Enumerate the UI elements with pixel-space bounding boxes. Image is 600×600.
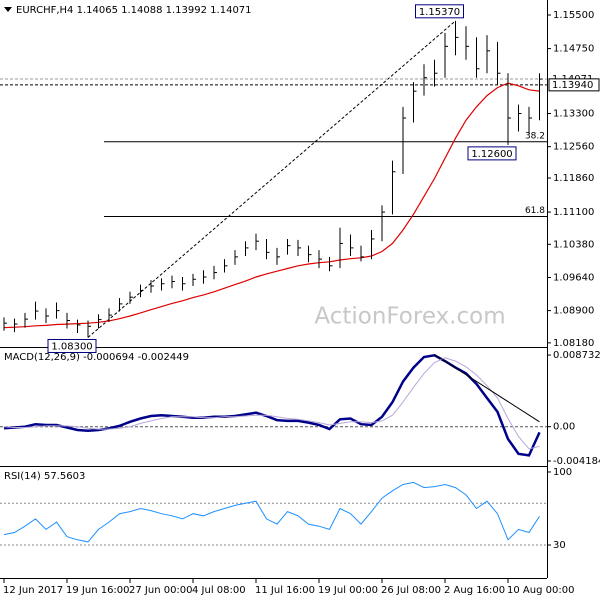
- annotation-box: [467, 146, 517, 161]
- y-tick-label: 100: [553, 467, 572, 478]
- panel-title: MACD(12,26,9) -0.000694 -0.002449: [4, 352, 189, 363]
- x-tick-label: 27 Jun 00:00: [129, 585, 193, 596]
- x-tick-label: 26 Jul 08:00: [381, 585, 441, 596]
- y-tick-label: 1.11100: [553, 207, 594, 218]
- panel-title: RSI(14) 57.5603: [4, 471, 85, 482]
- symbol-icon: [4, 7, 12, 12]
- y-tick-label: 1.15500: [553, 10, 594, 21]
- annotation-label: 1.08300: [51, 341, 92, 352]
- x-tick-label: 2 Aug 16:00: [444, 585, 505, 596]
- y-tick-label: 1.10380: [553, 239, 594, 250]
- fib-label: 61.8: [525, 206, 545, 216]
- annotation-box: [415, 4, 464, 19]
- x-tick-label: 4 Jul 08:00: [192, 585, 246, 596]
- chart-title: EURCHF,H4 1.14065 1.14088 1.13992 1.1407…: [16, 5, 252, 16]
- x-tick-label: 12 Jun 2017: [3, 585, 63, 596]
- y-tick-label: 1.09640: [553, 272, 594, 283]
- y-tick-label: -0.004184: [553, 456, 600, 467]
- y-tick-label: 1.14750: [553, 44, 594, 55]
- trendline: [434, 354, 540, 423]
- x-tick-label: 11 Jul 16:00: [255, 585, 315, 596]
- y-tick-label: 1.08900: [553, 306, 594, 317]
- fib-label: 38.2: [525, 131, 545, 141]
- watermark: ActionForex.com: [314, 304, 505, 330]
- y-tick-label: 0.008732: [553, 350, 600, 361]
- annotation-box: [47, 338, 97, 353]
- y-tick-label: 30: [553, 540, 566, 551]
- moving-average: [3, 82, 540, 329]
- indicator-line: [3, 481, 540, 543]
- y-tick-label: 1.13300: [553, 109, 594, 120]
- y-tick-label: 1.12560: [553, 142, 594, 153]
- y-tick-label: 1.08180: [553, 338, 594, 349]
- price-label: 1.13940: [552, 80, 593, 91]
- annotation-label: 1.15370: [419, 7, 460, 18]
- annotation-label: 1.12600: [471, 149, 512, 160]
- price-label-box: [548, 78, 600, 92]
- y-tick-label: 1.11860: [553, 173, 594, 184]
- trendline: [87, 20, 456, 338]
- y-tick-label: 0.00: [553, 422, 575, 433]
- x-tick-label: 19 Jul 00:00: [318, 585, 378, 596]
- indicator-line: [3, 357, 540, 450]
- x-tick-label: 10 Aug 00:00: [507, 585, 574, 596]
- x-tick-label: 19 Jun 16:00: [66, 585, 130, 596]
